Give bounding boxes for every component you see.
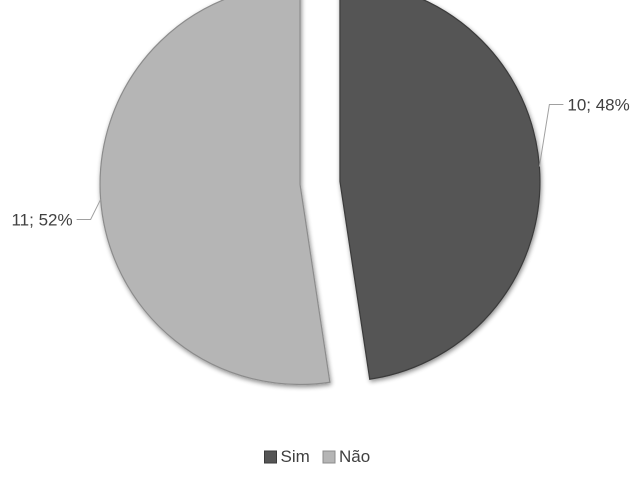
data-label-0: 10; 48% (567, 96, 629, 115)
pie-slice-sim (339, 0, 541, 380)
leader-line-1 (76, 199, 102, 220)
leader-line-0 (538, 104, 564, 167)
pie-data-labels: 10; 48% 11; 52% (11, 96, 629, 230)
data-label-1: 11; 52% (11, 210, 72, 229)
legend-swatch-1 (322, 450, 336, 464)
pie-slice-nao (99, 0, 331, 386)
legend-swatch-0 (264, 450, 277, 464)
legend-label-1: Não (339, 447, 370, 466)
legend: Sim Não (264, 447, 370, 466)
pie-slices (99, 0, 541, 386)
legend-label-0: Sim (281, 447, 310, 466)
